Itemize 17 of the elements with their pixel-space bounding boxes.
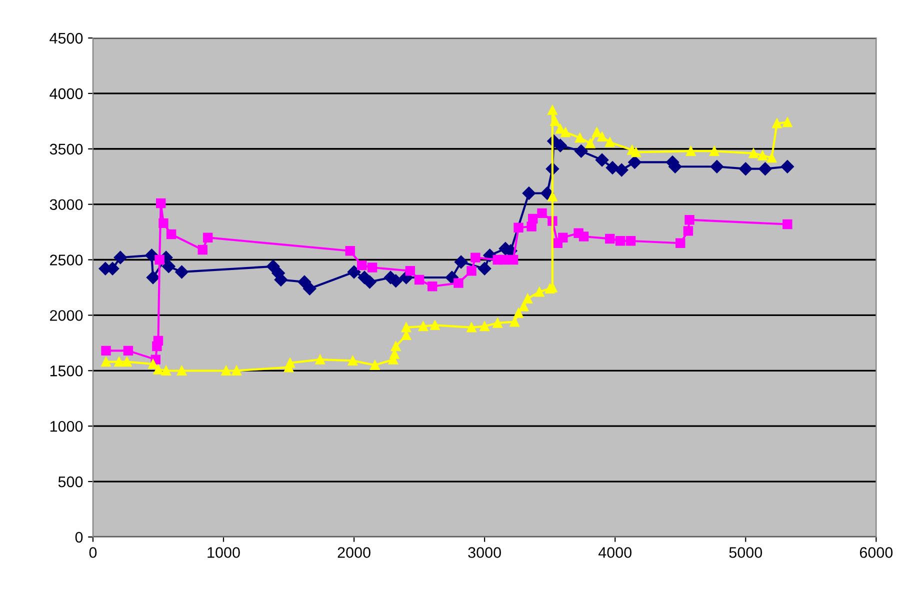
y-tick-label: 500 xyxy=(58,476,83,488)
x-tick-label: 0 xyxy=(89,547,97,558)
x-tick-label: 1000 xyxy=(208,547,240,558)
y-tick-label: 3500 xyxy=(50,144,83,155)
x-tick-label: 2000 xyxy=(338,547,370,558)
y-tick-label: 1000 xyxy=(50,420,83,432)
y-tick-label: 0 xyxy=(75,532,83,543)
y-tick-label: 2000 xyxy=(50,310,83,321)
x-tick-label: 3000 xyxy=(468,547,501,558)
x-tick-label: 6000 xyxy=(860,547,893,558)
x-tick-label: 4000 xyxy=(598,547,632,558)
y-tick-label: 3000 xyxy=(50,199,83,210)
y-tick-label: 2500 xyxy=(50,254,83,266)
y-tick-label: 4500 xyxy=(50,32,83,44)
y-tick-label: 1500 xyxy=(50,366,83,376)
x-tick-label: 5000 xyxy=(729,547,762,558)
y-tick-label: 4000 xyxy=(50,88,83,100)
